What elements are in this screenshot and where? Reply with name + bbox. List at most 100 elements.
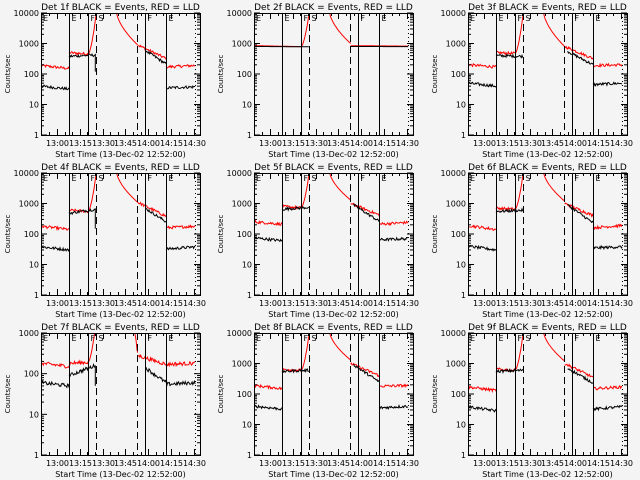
series-line-events <box>254 363 409 411</box>
x-axis-label: Start Time (13-Dec-02 12:52:00) <box>482 470 613 479</box>
x-tick-label: 14:00 <box>350 459 373 468</box>
x-tick-label: 13:15 <box>496 299 519 308</box>
marker-label: E <box>499 334 504 343</box>
chart-title: Det 7f BLACK = Events, RED = LLD <box>41 323 200 333</box>
marker-label: E <box>285 14 290 23</box>
y-tick-label: 10000 <box>14 9 39 18</box>
series-group <box>41 13 196 91</box>
y-tick-label: 100 <box>451 390 466 399</box>
marker-label: S <box>99 334 104 343</box>
x-tick-label: 13:15 <box>496 139 519 148</box>
x-tick-label: 13:45 <box>541 299 564 308</box>
y-tick-label: 10 <box>29 101 39 110</box>
chart-title: Det 6f BLACK = Events, RED = LLD <box>468 163 627 173</box>
y-axis-label: Counts/sec <box>217 55 225 94</box>
marker-label: S <box>526 174 531 183</box>
marker-label: F <box>148 174 153 183</box>
x-tick-label: 13:45 <box>541 459 564 468</box>
y-tick-label: 1000 <box>446 360 466 369</box>
marker-label: F <box>91 14 96 23</box>
y-axis-label: Counts/sec <box>4 215 12 254</box>
y-tick-label: 1 <box>34 451 39 460</box>
x-tick-label: 13:30 <box>305 139 328 148</box>
marker-label: F <box>518 334 523 343</box>
y-tick-label: 10 <box>456 421 466 430</box>
x-tick-label: 14:30 <box>396 139 419 148</box>
series-group <box>41 333 196 389</box>
y-tick-label: 10000 <box>441 329 466 338</box>
chart-panel-7: Det 7f BLACK = Events, RED = LLD Counts/s… <box>4 323 206 479</box>
y-tick-label: 10 <box>242 421 252 430</box>
marker-label: F <box>361 334 366 343</box>
x-tick-label: 14:15 <box>587 459 610 468</box>
marker-label: S <box>526 334 531 343</box>
x-tick-label: 13:00 <box>259 299 282 308</box>
y-axis-label: Counts/sec <box>4 55 12 94</box>
x-tick-label: 14:30 <box>610 459 633 468</box>
series-line-lld <box>468 173 623 231</box>
y-tick-label: 100 <box>451 70 466 79</box>
y-tick-label: 1 <box>34 291 39 300</box>
marker-label: E <box>43 334 48 343</box>
x-tick-label: 13:15 <box>282 299 305 308</box>
x-axis-label: Start Time (13-Dec-02 12:52:00) <box>55 150 186 159</box>
x-tick-label: 14:30 <box>396 299 419 308</box>
y-tick-label: 1000 <box>19 40 39 49</box>
y-tick-label: 1000 <box>446 40 466 49</box>
x-tick-label: 13:15 <box>282 459 305 468</box>
chart-panel-1: Det 1f BLACK = Events, RED = LLD Counts/s… <box>4 3 206 159</box>
x-tick-label: 14:00 <box>564 459 587 468</box>
y-tick-label: 10 <box>242 101 252 110</box>
y-axis-label: Counts/sec <box>431 215 439 254</box>
series-line-events <box>254 203 409 243</box>
series-group <box>468 173 623 252</box>
marker-label: E <box>470 174 475 183</box>
x-tick-label: 13:45 <box>327 459 350 468</box>
x-tick-label: 14:30 <box>183 459 206 468</box>
marker-label: S <box>526 14 531 23</box>
x-tick-label: 13:45 <box>114 459 137 468</box>
x-axis-label: Start Time (13-Dec-02 12:52:00) <box>482 150 613 159</box>
y-axis-label: Counts/sec <box>217 215 225 254</box>
y-tick-label: 10 <box>456 101 466 110</box>
series-line-lld <box>254 333 409 391</box>
x-tick-label: 14:15 <box>160 139 183 148</box>
y-tick-label: 10000 <box>227 169 252 178</box>
marker-label: F <box>148 334 153 343</box>
y-tick-label: 10000 <box>227 9 252 18</box>
x-tick-label: 14:00 <box>137 139 160 148</box>
y-tick-label: 10000 <box>227 329 252 338</box>
y-axis-label: Counts/sec <box>431 55 439 94</box>
x-tick-label: 14:30 <box>183 299 206 308</box>
x-tick-label: 13:15 <box>69 459 92 468</box>
y-tick-label: 1 <box>247 291 252 300</box>
y-tick-label: 100 <box>237 390 252 399</box>
y-tick-label: 10000 <box>441 169 466 178</box>
series-line-events <box>41 363 196 389</box>
chart-title: Det 8f BLACK = Events, RED = LLD <box>254 323 413 333</box>
marker-label: F <box>518 174 523 183</box>
x-tick-label: 13:45 <box>327 139 350 148</box>
marker-label: S <box>312 14 317 23</box>
x-tick-label: 13:30 <box>92 299 115 308</box>
marker-label: F <box>304 334 309 343</box>
y-tick-label: 100 <box>237 230 252 239</box>
x-axis-label: Start Time (13-Dec-02 12:52:00) <box>268 150 399 159</box>
x-tick-label: 13:45 <box>541 139 564 148</box>
chart-title: Det 3f BLACK = Events, RED = LLD <box>468 3 627 13</box>
marker-label: F <box>91 334 96 343</box>
y-tick-label: 1000 <box>232 40 252 49</box>
y-tick-label: 10000 <box>14 169 39 178</box>
y-tick-label: 10 <box>29 261 39 270</box>
marker-label: F <box>304 14 309 23</box>
x-tick-label: 13:45 <box>327 299 350 308</box>
marker-label: F <box>304 174 309 183</box>
chart-panel-9: Det 9f BLACK = Events, RED = LLD Counts/s… <box>431 323 633 479</box>
series-line-events <box>41 48 196 91</box>
series-line-events <box>468 203 623 252</box>
x-tick-label: 14:00 <box>137 459 160 468</box>
x-tick-label: 14:30 <box>183 139 206 148</box>
x-tick-label: 13:00 <box>46 139 69 148</box>
